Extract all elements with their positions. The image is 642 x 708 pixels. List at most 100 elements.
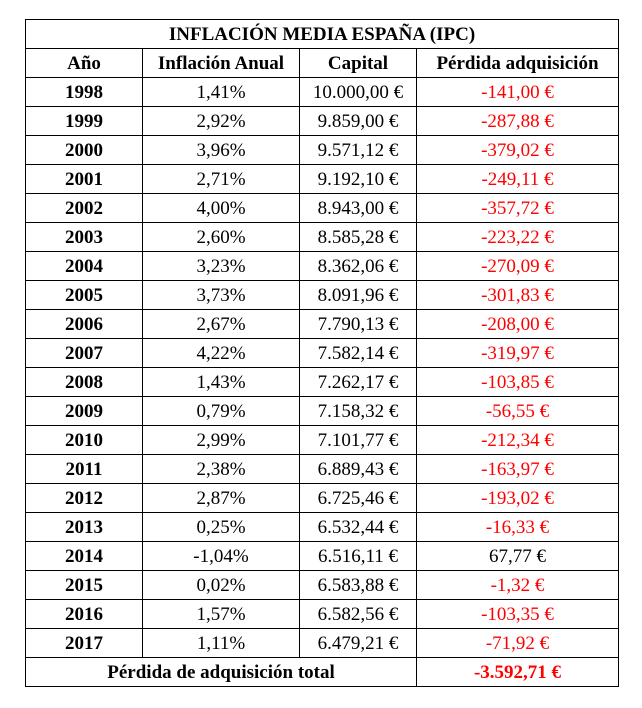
capital-cell: 6.516,11 € (299, 541, 417, 571)
capital-cell: 7.582,14 € (299, 338, 417, 368)
loss-cell: -71,92 € (416, 628, 619, 658)
loss-cell: -163,97 € (416, 454, 619, 484)
year-cell: 2010 (25, 425, 143, 455)
loss-cell: 67,77 € (416, 541, 619, 571)
capital-cell: 8.585,28 € (299, 222, 417, 252)
year-cell: 1999 (25, 106, 143, 136)
loss-cell: -287,88 € (416, 106, 619, 136)
header-inflation: Inflación Anual (142, 48, 300, 78)
table-row: 2009 0,79% 7.158,32 € -56,55 € (25, 396, 619, 426)
year-cell: 2012 (25, 483, 143, 513)
capital-cell: 6.583,88 € (299, 570, 417, 600)
title-row: INFLACIÓN MEDIA ESPAÑA (IPC) (25, 19, 619, 49)
total-row: Pérdida de adquisición total -3.592,71 € (25, 657, 619, 687)
capital-cell: 6.725,46 € (299, 483, 417, 513)
table-title: INFLACIÓN MEDIA ESPAÑA (IPC) (25, 19, 619, 49)
year-cell: 2015 (25, 570, 143, 600)
inflation-cell: 3,73% (142, 280, 300, 310)
year-cell: 2000 (25, 135, 143, 165)
loss-cell: -357,72 € (416, 193, 619, 223)
inflation-cell: 1,11% (142, 628, 300, 658)
table-row: 2001 2,71% 9.192,10 € -249,11 € (25, 164, 619, 194)
capital-cell: 7.262,17 € (299, 367, 417, 397)
table-row: 2017 1,11% 6.479,21 € -71,92 € (25, 628, 619, 658)
inflation-cell: 0,25% (142, 512, 300, 542)
loss-cell: -103,35 € (416, 599, 619, 629)
loss-cell: -193,02 € (416, 483, 619, 513)
inflation-cell: 0,02% (142, 570, 300, 600)
table-row: 1998 1,41% 10.000,00 € -141,00 € (25, 77, 619, 107)
year-cell: 2008 (25, 367, 143, 397)
table-row: 2002 4,00% 8.943,00 € -357,72 € (25, 193, 619, 223)
header-year: Año (25, 48, 143, 78)
capital-cell: 9.859,00 € (299, 106, 417, 136)
inflation-cell: 2,92% (142, 106, 300, 136)
year-cell: 2002 (25, 193, 143, 223)
year-cell: 2007 (25, 338, 143, 368)
year-cell: 2013 (25, 512, 143, 542)
table-row: 2008 1,43% 7.262,17 € -103,85 € (25, 367, 619, 397)
capital-cell: 8.362,06 € (299, 251, 417, 281)
inflation-cell: 4,22% (142, 338, 300, 368)
loss-cell: -103,85 € (416, 367, 619, 397)
year-cell: 2009 (25, 396, 143, 426)
capital-cell: 8.091,96 € (299, 280, 417, 310)
year-cell: 2006 (25, 309, 143, 339)
table-row: 2015 0,02% 6.583,88 € -1,32 € (25, 570, 619, 600)
year-cell: 2005 (25, 280, 143, 310)
capital-cell: 6.479,21 € (299, 628, 417, 658)
capital-cell: 9.571,12 € (299, 135, 417, 165)
inflation-cell: 3,23% (142, 251, 300, 281)
loss-cell: -16,33 € (416, 512, 619, 542)
table-row: 2000 3,96% 9.571,12 € -379,02 € (25, 135, 619, 165)
table-row: 2013 0,25% 6.532,44 € -16,33 € (25, 512, 619, 542)
year-cell: 2004 (25, 251, 143, 281)
header-row: Año Inflación Anual Capital Pérdida adqu… (25, 48, 619, 78)
table-row: 1999 2,92% 9.859,00 € -287,88 € (25, 106, 619, 136)
capital-cell: 7.790,13 € (299, 309, 417, 339)
loss-cell: -1,32 € (416, 570, 619, 600)
capital-cell: 8.943,00 € (299, 193, 417, 223)
inflation-cell: 2,99% (142, 425, 300, 455)
table-row: 2005 3,73% 8.091,96 € -301,83 € (25, 280, 619, 310)
capital-cell: 6.889,43 € (299, 454, 417, 484)
loss-cell: -249,11 € (416, 164, 619, 194)
loss-cell: -270,09 € (416, 251, 619, 281)
loss-cell: -301,83 € (416, 280, 619, 310)
table-row: 2010 2,99% 7.101,77 € -212,34 € (25, 425, 619, 455)
inflation-cell: 4,00% (142, 193, 300, 223)
year-cell: 2003 (25, 222, 143, 252)
loss-cell: -212,34 € (416, 425, 619, 455)
inflation-cell: 2,67% (142, 309, 300, 339)
inflation-cell: 3,96% (142, 135, 300, 165)
capital-cell: 6.582,56 € (299, 599, 417, 629)
loss-cell: -223,22 € (416, 222, 619, 252)
inflation-table: INFLACIÓN MEDIA ESPAÑA (IPC) Año Inflaci… (25, 19, 619, 687)
inflation-cell: 2,60% (142, 222, 300, 252)
year-cell: 2011 (25, 454, 143, 484)
year-cell: 2014 (25, 541, 143, 571)
inflation-cell: 1,41% (142, 77, 300, 107)
loss-cell: -319,97 € (416, 338, 619, 368)
table-row: 2012 2,87% 6.725,46 € -193,02 € (25, 483, 619, 513)
total-value: -3.592,71 € (416, 657, 619, 687)
table-body: 1998 1,41% 10.000,00 € -141,00 €1999 2,92% 9.… (25, 77, 619, 658)
loss-cell: -141,00 € (416, 77, 619, 107)
loss-cell: -56,55 € (416, 396, 619, 426)
inflation-cell: -1,04% (142, 541, 300, 571)
inflation-cell: 2,38% (142, 454, 300, 484)
year-cell: 2001 (25, 164, 143, 194)
loss-cell: -208,00 € (416, 309, 619, 339)
inflation-cell: 2,87% (142, 483, 300, 513)
year-cell: 2017 (25, 628, 143, 658)
header-loss: Pérdida adquisición (416, 48, 619, 78)
year-cell: 2016 (25, 599, 143, 629)
inflation-cell: 1,57% (142, 599, 300, 629)
capital-cell: 7.101,77 € (299, 425, 417, 455)
capital-cell: 6.532,44 € (299, 512, 417, 542)
table-row: 2006 2,67% 7.790,13 € -208,00 € (25, 309, 619, 339)
total-label: Pérdida de adquisición total (25, 657, 417, 687)
loss-cell: -379,02 € (416, 135, 619, 165)
inflation-cell: 2,71% (142, 164, 300, 194)
inflation-cell: 0,79% (142, 396, 300, 426)
